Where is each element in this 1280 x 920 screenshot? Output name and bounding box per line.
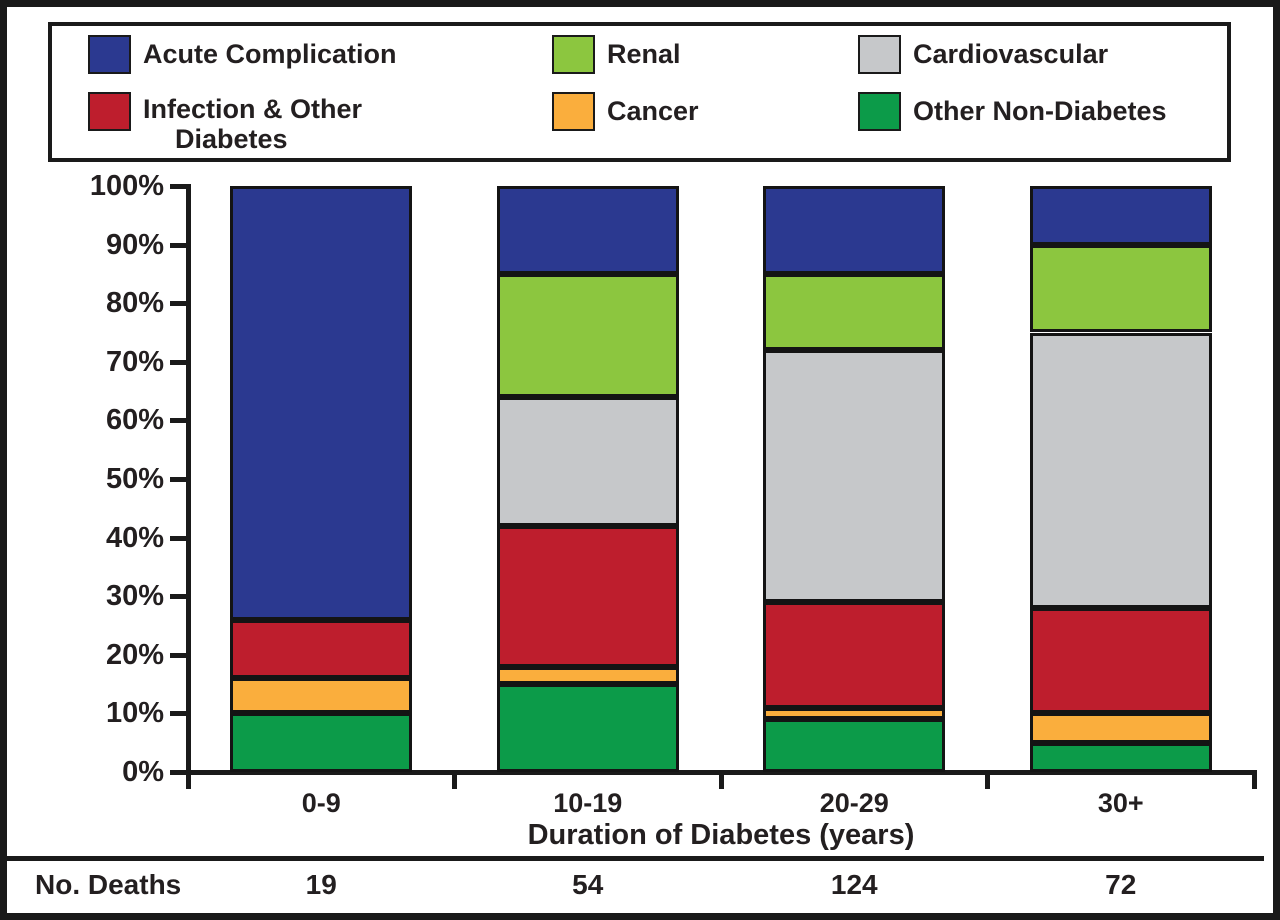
bar-0-9-segment-cancer [230,678,413,714]
legend-label: Acute Complication [143,39,397,69]
legend-label: Other Non-Diabetes [913,96,1167,126]
y-tick-label: 0% [122,756,164,788]
x-axis-tick [452,770,457,789]
y-tick-label: 80% [105,287,164,320]
bar-10-19-segment-cardiovascular [496,396,679,526]
chart-plot-area: Duration of Diabetes (years) 0% 10% 20% 30%… [7,7,1273,913]
other-non-diabetes-swatch-icon [858,92,901,131]
bar-20-29-segment-acute-complication [763,186,946,274]
y-tick-label: 30% [105,580,164,613]
y-axis-tick [170,770,187,775]
infection-other-diabetes-swatch-icon [88,92,131,131]
bar-10-19-segment-other-non-diabetes [496,684,679,772]
y-tick-label: 90% [105,228,164,261]
bar-10-19-segment-infection-other-diabetes [496,525,679,667]
bar-20-29-segment-other-non-diabetes [763,719,946,772]
bar-20-29-segment-renal [763,273,946,351]
legend-label: Renal [607,39,681,69]
y-tick-label: 10% [105,697,164,730]
y-tick-label: 100% [89,170,164,202]
y-tick-label: 70% [105,345,164,378]
y-axis-tick [170,652,187,658]
x-axis-tick [185,770,191,789]
y-axis-tick [170,594,187,600]
bar-0-9-segment-other-non-diabetes [230,713,413,772]
acute-complication-swatch-icon [88,35,131,74]
y-axis-line [186,184,191,775]
bar-10-19-segment-cancer [496,666,679,685]
y-axis-tick [170,359,187,365]
bar-30+-segment-renal [1029,244,1212,333]
bar-30+-segment-infection-other-diabetes [1029,607,1212,714]
bar-0-9-segment-acute-complication [230,186,413,620]
deaths-value-0-9: 19 [305,869,337,900]
y-tick-label: 20% [105,638,164,671]
deaths-separator-line [7,856,1264,861]
y-axis-tick [170,711,187,717]
x-axis-title: Duration of Diabetes (years) [527,819,915,851]
deaths-value-30+: 72 [1105,869,1137,900]
y-axis-tick [170,477,187,482]
category-label-10-19: 10-19 [553,788,623,818]
legend-label: Infection & Other Diabetes [143,94,363,154]
y-axis-tick [170,242,187,248]
y-axis-tick [170,535,187,541]
legend-label: Cancer [607,96,699,126]
y-tick-label: 50% [105,463,164,495]
category-label-0-9: 0-9 [301,788,341,818]
bar-20-29-segment-cardiovascular [763,350,946,603]
deaths-value-20-29: 124 [830,869,878,900]
bar-10-19-segment-acute-complication [496,186,679,274]
x-axis-tick [718,770,724,789]
y-tick-label: 60% [105,404,164,437]
deaths-value-10-19: 54 [572,869,604,900]
bar-30+-segment-other-non-diabetes [1029,742,1212,772]
y-axis-tick [170,418,187,424]
cardiovascular-swatch-icon [858,35,901,74]
y-tick-label: 40% [105,521,164,554]
legend-label: Cardiovascular [913,39,1109,69]
legend-box: Acute Complication Renal Cardiovascular Inf… [48,22,1231,162]
cancer-swatch-icon [552,92,595,131]
bar-20-29-segment-cancer [763,707,946,720]
renal-swatch-icon [552,35,595,74]
category-label-30+: 30+ [1097,788,1144,818]
bar-30+-segment-cardiovascular [1029,332,1212,608]
x-axis-tick [985,770,990,789]
bar-0-9-segment-infection-other-diabetes [230,619,413,679]
y-axis-tick [170,301,187,307]
bar-30+-segment-acute-complication [1029,186,1212,245]
bar-30+-segment-cancer [1029,713,1212,743]
bar-20-29-segment-infection-other-diabetes [763,602,946,708]
bar-10-19-segment-renal [496,273,679,397]
x-axis-tick [1251,770,1257,789]
y-axis-tick [170,184,187,189]
deaths-row-label: No. Deaths [35,869,182,900]
category-label-20-29: 20-29 [819,788,889,818]
